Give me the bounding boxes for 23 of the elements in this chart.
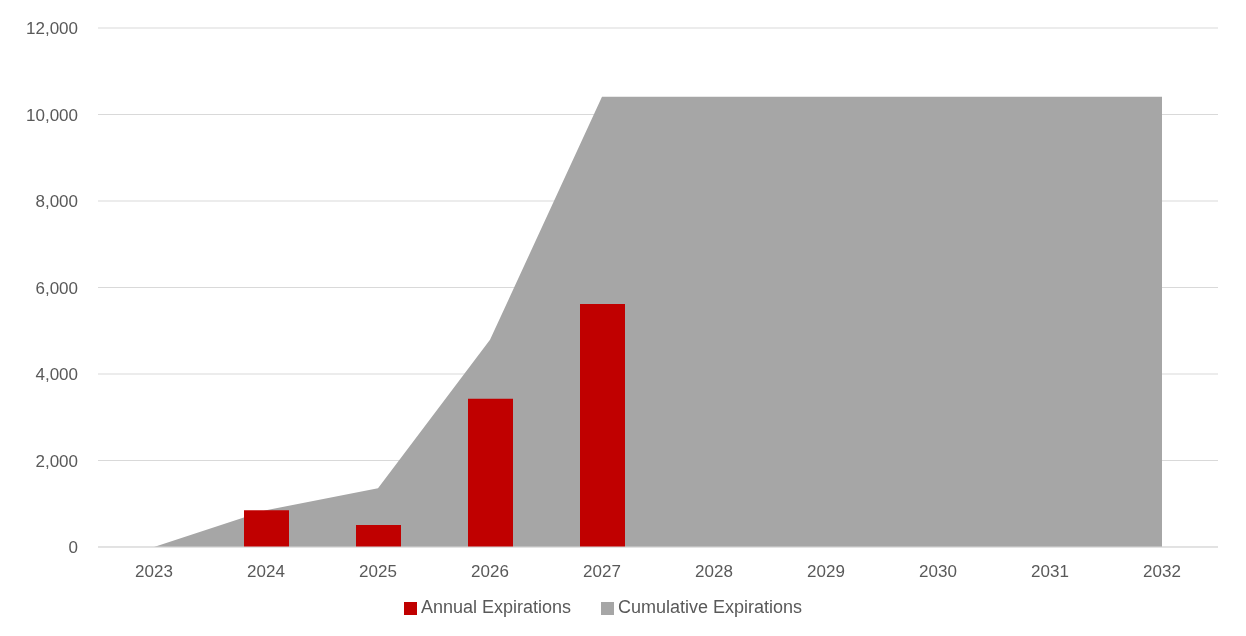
x-tick-label: 2029: [807, 562, 845, 582]
x-tick-label: 2030: [919, 562, 957, 582]
bar: [468, 398, 513, 547]
bar: [244, 510, 289, 547]
y-tick-label: 12,000: [26, 19, 78, 39]
x-tick-label: 2024: [247, 562, 285, 582]
y-tick-label: 0: [68, 538, 78, 558]
y-tick-label: 6,000: [35, 278, 78, 298]
y-tick-label: 8,000: [35, 192, 78, 212]
legend-label: Annual Expirations: [420, 597, 571, 617]
x-tick-label: 2025: [359, 562, 397, 582]
x-tick-label: 2028: [695, 562, 733, 582]
x-tick-label: 2027: [583, 562, 621, 582]
x-tick-label: 2032: [1143, 562, 1181, 582]
y-tick-label: 2,000: [35, 451, 78, 471]
y-tick-label: 4,000: [35, 365, 78, 385]
x-tick-label: 2023: [135, 562, 173, 582]
bar: [580, 303, 625, 547]
legend-label: Cumulative Expirations: [618, 597, 803, 617]
bar: [356, 524, 401, 547]
x-tick-label: 2031: [1031, 562, 1069, 582]
x-tick-label: 2026: [471, 562, 509, 582]
y-tick-label: 10,000: [26, 105, 78, 125]
